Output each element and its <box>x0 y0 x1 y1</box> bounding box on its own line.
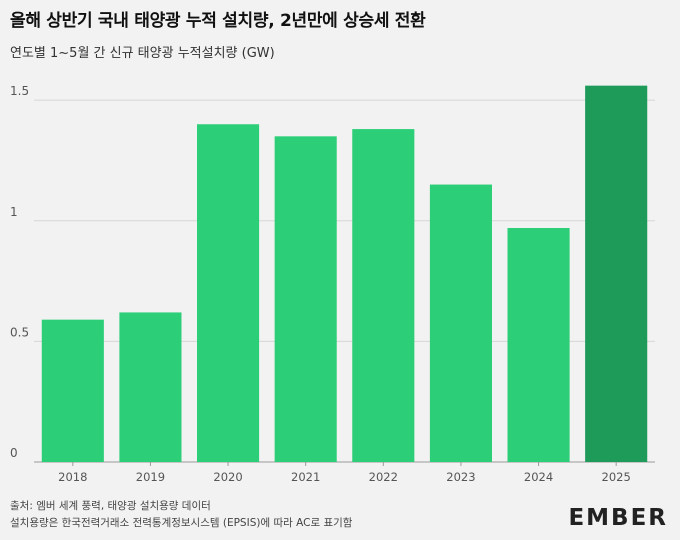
chart-title: 올해 상반기 국내 태양광 누적 설치량, 2년만에 상승세 전환 <box>10 11 426 31</box>
x-tick-label: 2023 <box>446 470 475 484</box>
ember-logo: EMBER <box>568 505 668 531</box>
chart-subtitle: 연도별 1~5월 간 신규 태양광 누적설치량 (GW) <box>10 46 275 61</box>
x-tick-label: 2018 <box>58 470 87 484</box>
source-note: 출처: 엠버 세계 풍력, 태양광 설치용량 데이터 <box>10 500 211 512</box>
x-tick-label: 2020 <box>213 470 242 484</box>
y-tick-label: 1.5 <box>10 84 29 98</box>
chart-footer: 출처: 엠버 세계 풍력, 태양광 설치용량 데이터 설치용량은 한국전력거래소… <box>10 498 352 532</box>
x-tick-label: 2024 <box>524 470 553 484</box>
y-tick-label: 1 <box>10 205 18 219</box>
bar <box>119 312 182 462</box>
x-tick-label: 2021 <box>291 470 320 484</box>
bar <box>41 319 104 462</box>
x-tick-label: 2022 <box>369 470 398 484</box>
bar <box>352 129 415 462</box>
bar <box>585 85 648 463</box>
bar <box>429 184 492 462</box>
bar <box>197 124 260 462</box>
x-tick-label: 2025 <box>602 470 631 484</box>
x-tick-label: 2019 <box>136 470 165 484</box>
bar <box>274 136 337 462</box>
methodology-note: 설치용량은 한국전력거래소 전력통계정보시스템 (EPSIS)에 따라 AC로 … <box>10 517 353 529</box>
bar <box>507 227 570 462</box>
y-tick-label: 0 <box>10 446 18 460</box>
y-tick-label: 0.5 <box>10 325 29 339</box>
